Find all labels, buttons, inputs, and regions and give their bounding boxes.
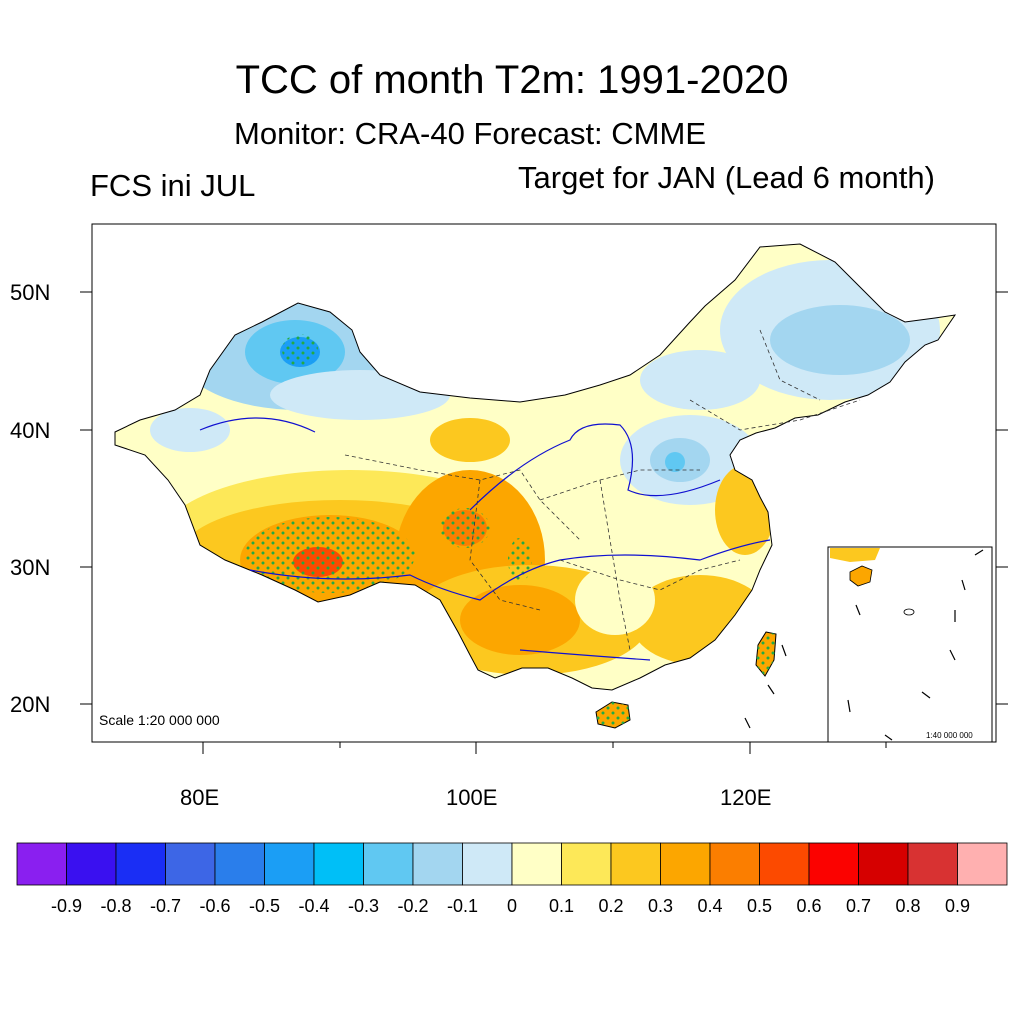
colorbar-tick-label: 0.1 [548,896,575,916]
colorbar-tick-label: -0.6 [199,896,231,916]
colorbar-swatch [858,842,909,886]
colorbar-swatch [957,842,1008,886]
colorbar-tick-label: -0.1 [446,896,479,916]
colorbar-tick-label: -0.4 [298,896,330,916]
colorbar [16,842,1008,886]
colorbar-swatch [610,842,661,886]
colorbar-swatch [907,842,958,886]
colorbar-tick-label: -0.9 [50,896,83,916]
lon-label-100e: 100E [446,785,498,810]
colorbar-tick-label: 0.5 [746,896,773,916]
colorbar-swatch [165,842,216,886]
lat-label-30n: 30N [10,555,51,580]
map-scale-note: Scale 1:20 000 000 [99,712,220,728]
colorbar-swatch [808,842,859,886]
map-subtitle: Monitor: CRA-40 Forecast: CMME [234,116,706,151]
colorbar-tick-label: 0.8 [895,896,921,916]
colorbar-tick-label: 0 [506,896,517,916]
colorbar-swatch [66,842,117,886]
inset-scale-note: 1:40 000 000 [926,731,973,740]
colorbar-tick-label: -0.3 [347,896,380,916]
lat-label-20n: 20N [10,692,51,717]
china-border [114,243,957,691]
colorbar-swatch [759,842,810,886]
colorbar-tick-label: -0.8 [100,896,132,916]
colorbar-swatch [214,842,265,886]
target-label: Target for JAN (Lead 6 month) [518,160,935,195]
colorbar-tick-label: 0.6 [796,896,822,916]
province-borders [344,329,861,651]
colorbar-tick-label: -0.5 [248,896,281,916]
colorbar-swatch [16,842,67,886]
colorbar-tick-label: 0.4 [697,896,723,916]
map-title: TCC of month T2m: 1991-2020 [235,58,789,102]
colorbar-tick-label: 0.3 [647,896,674,916]
colorbar-swatch [511,842,562,886]
colorbar-swatch [561,842,612,886]
lat-label-40n: 40N [10,418,51,443]
colorbar-swatch [462,842,513,886]
lon-label-120e: 120E [720,785,772,810]
axis-ticks [80,291,1008,754]
colorbar-swatch [412,842,463,886]
rivers [199,417,771,661]
colorbar-swatch [264,842,315,886]
colorbar-swatch [660,842,711,886]
colorbar-tick-label: -0.2 [397,896,429,916]
colorbar-tick-label: 0.9 [944,896,971,916]
colorbar-swatch [313,842,364,886]
colorbar-tick-label: 0.2 [598,896,624,916]
lon-label-80e: 80E [180,785,220,810]
initialization-label: FCS ini JUL [90,168,256,203]
lat-label-50n: 50N [10,280,51,305]
nine-dash-line [744,549,984,741]
colorbar-swatch [709,842,760,886]
colorbar-tick-label: -0.7 [149,896,182,916]
colorbar-tick-label: 0.7 [845,896,872,916]
colorbar-swatch [115,842,166,886]
colorbar-swatch [363,842,414,886]
